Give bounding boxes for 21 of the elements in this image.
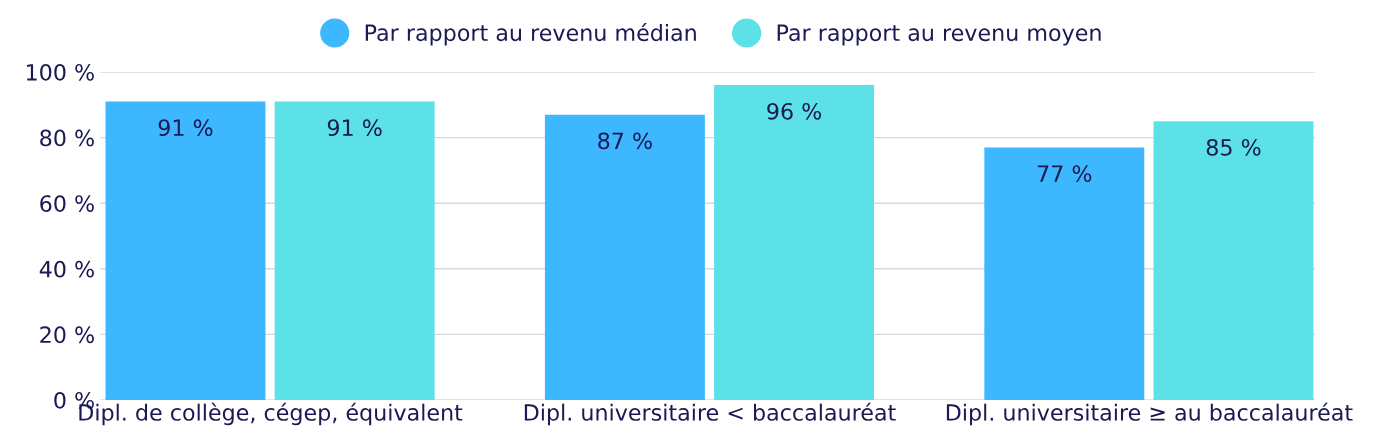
y-tick-label: 40 % xyxy=(39,260,94,278)
bar xyxy=(274,101,435,400)
bar xyxy=(714,85,875,400)
x-tick-label: Dipl. universitaire < baccalauréat xyxy=(524,402,896,426)
x-tick-label: Dipl. universitaire ≥ au baccalauréat xyxy=(946,402,1353,426)
data-label: 85 % xyxy=(1206,138,1261,156)
bar xyxy=(544,114,705,400)
y-tick-label: 20 % xyxy=(40,326,94,344)
legend-label: Par rapport au revenu moyen xyxy=(777,24,1101,46)
data-label: 91 % xyxy=(327,119,382,137)
legend-label: Par rapport au revenu médian xyxy=(365,23,696,46)
data-label: 91 % xyxy=(158,119,213,137)
data-label: 87 % xyxy=(598,132,652,150)
bar xyxy=(1153,121,1314,400)
bar xyxy=(105,101,266,400)
bar xyxy=(984,147,1145,400)
y-tick-label: 80 % xyxy=(40,129,94,147)
data-label: 96 % xyxy=(767,102,822,120)
y-tick-label: 60 % xyxy=(40,195,94,212)
data-label: 77 % xyxy=(1037,165,1092,183)
y-tick-label: 100 % xyxy=(26,63,94,81)
